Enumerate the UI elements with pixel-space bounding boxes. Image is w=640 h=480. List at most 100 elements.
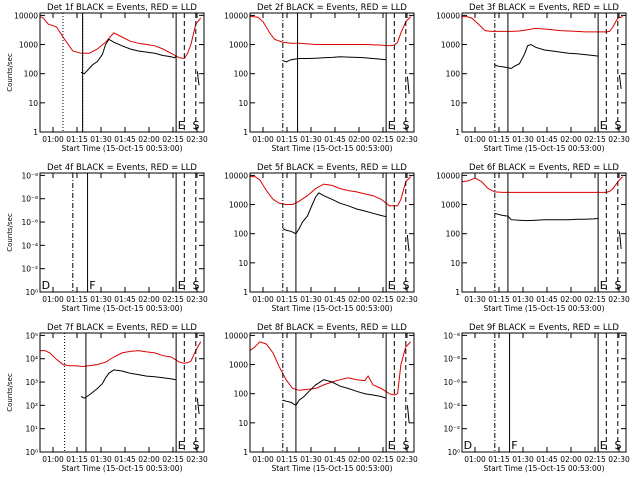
x-axis-label: Start Time (15-Oct-15 00:53:00): [483, 144, 604, 153]
panel-det-2: Det 2f BLACK = Events, RED = LLD E S 1 10 100…: [224, 3, 418, 153]
events-series-line-2: [406, 405, 410, 423]
event-marker-label: E: [178, 119, 185, 132]
x-tick-label: 02:30: [186, 455, 208, 464]
x-tick-label: 01:45: [324, 455, 346, 464]
events-series-line-2: [196, 398, 200, 415]
y-tick-label: 10⁻⁴: [443, 401, 460, 410]
x-tick-label: 01:00: [464, 455, 486, 464]
x-tick-label: 01:00: [252, 135, 274, 144]
x-tick-label: 02:30: [186, 135, 208, 144]
event-marker-label: S: [193, 439, 200, 452]
y-tick-label: 1000: [229, 361, 248, 370]
plot-frame: [461, 332, 627, 453]
events-series-line-1: [282, 192, 387, 235]
event-marker-label: E: [178, 279, 185, 292]
x-tick-label: 02:30: [608, 135, 630, 144]
x-axis-label: Start Time (15-Oct-15 00:53:00): [61, 144, 182, 153]
x-tick-label: 01:30: [300, 295, 322, 304]
x-tick-label: 02:00: [138, 455, 160, 464]
event-marker-label: S: [193, 119, 200, 132]
x-tick-label: 02:30: [608, 295, 630, 304]
y-tick-label: 1: [243, 128, 248, 137]
panel-title: Det 1f BLACK = Events, RED = LLD: [47, 3, 197, 13]
panel-title: Det 9f BLACK = Events, RED = LLD: [469, 323, 619, 333]
event-marker-label: F: [511, 439, 517, 452]
event-marker-label: F: [89, 279, 95, 292]
y-tick-label: 10: [28, 99, 38, 108]
x-tick-label: 01:15: [66, 295, 88, 304]
x-tick-label: 01:45: [536, 455, 558, 464]
event-marker-label: S: [403, 279, 410, 292]
x-tick-label: 01:15: [488, 455, 510, 464]
x-tick-label: 02:30: [396, 135, 418, 144]
events-series-line-2: [196, 71, 200, 86]
y-tick-label: 1: [455, 128, 460, 137]
lld-series-line-0: [250, 16, 412, 47]
y-tick-label: 10000: [436, 171, 460, 180]
y-tick-label: 1: [455, 288, 460, 297]
x-tick-label: 01:30: [464, 295, 486, 304]
x-tick-label: 01:00: [42, 135, 64, 144]
event-marker-label: E: [600, 279, 607, 292]
x-tick-label: 01:45: [324, 135, 346, 144]
plot-frame: [249, 332, 415, 453]
events-series-line-1: [282, 379, 387, 406]
y-axis-label: Counts/sec: [6, 373, 14, 412]
y-tick-label: 10⁻⁸: [21, 171, 38, 180]
x-tick-label: 02:30: [396, 455, 418, 464]
y-tick-label: 10⁰: [25, 288, 38, 297]
event-marker-label: E: [178, 439, 185, 452]
panel-det-8: Det 8f BLACK = Events, RED = LLD E S 1 10 100…: [224, 323, 418, 473]
events-series-line-2: [406, 76, 410, 95]
event-marker-label: D: [42, 279, 50, 292]
event-marker-label: D: [464, 439, 472, 452]
x-tick-label: 01:30: [300, 455, 322, 464]
y-tick-label: 1000: [441, 41, 460, 50]
x-tick-label: 01:30: [512, 135, 534, 144]
x-tick-label: 01:00: [42, 295, 64, 304]
event-marker-label: S: [193, 279, 200, 292]
x-tick-label: 02:00: [560, 295, 582, 304]
panel-title: Det 8f BLACK = Events, RED = LLD: [257, 323, 407, 333]
x-axis-label: Start Time (15-Oct-15 00:53:00): [271, 464, 392, 473]
x-axis-label: Start Time (15-Oct-15 00:53:00): [271, 304, 392, 313]
x-tick-label: 02:15: [584, 295, 606, 304]
x-tick-label: 02:15: [162, 135, 184, 144]
x-tick-label: 01:45: [536, 295, 558, 304]
y-tick-label: 100: [446, 70, 461, 79]
y-tick-label: 10⁻²: [21, 265, 38, 274]
panel-title: Det 5f BLACK = Events, RED = LLD: [257, 163, 407, 173]
panel-title: Det 7f BLACK = Events, RED = LLD: [47, 323, 197, 333]
y-tick-label: 10⁻⁸: [443, 355, 460, 364]
panel-title: Det 2f BLACK = Events, RED = LLD: [257, 3, 407, 13]
x-tick-label: 02:15: [372, 135, 394, 144]
x-tick-label: 01:45: [114, 455, 136, 464]
panel-det-6: Det 6f BLACK = Events, RED = LLD E S 1 10 100…: [436, 163, 630, 313]
y-tick-label: 100: [234, 390, 249, 399]
y-tick-label: 10⁻⁸: [443, 331, 460, 340]
y-tick-label: 10⁵: [25, 331, 38, 340]
event-marker-label: E: [600, 119, 607, 132]
lld-series-line-0: [461, 176, 624, 193]
lld-series-line-0: [249, 341, 412, 396]
plot-frame: [39, 172, 205, 293]
plot-frame: [461, 12, 627, 133]
x-tick-label: 02:00: [560, 135, 582, 144]
y-tick-label: 10000: [224, 331, 248, 340]
y-tick-label: 10³: [25, 378, 38, 387]
panel-det-1: Det 1f BLACK = Events, RED = LLD E S 1 10 100…: [6, 3, 208, 153]
y-tick-label: 100: [24, 70, 39, 79]
x-tick-label: 01:15: [276, 455, 298, 464]
x-tick-label: 02:00: [560, 455, 582, 464]
x-tick-label: 01:30: [512, 455, 534, 464]
panel-det-4: Det 4f BLACK = Events, RED = LLD D F E S 10⁰ 1…: [6, 163, 208, 313]
y-tick-label: 10⁻⁴: [21, 241, 38, 250]
x-tick-label: 01:00: [464, 135, 486, 144]
y-tick-label: 1000: [229, 41, 248, 50]
x-tick-label: 02:00: [348, 135, 370, 144]
x-tick-label: 01:15: [488, 295, 510, 304]
y-tick-label: 1000: [229, 201, 248, 210]
event-marker-label: S: [403, 119, 410, 132]
event-marker-label: S: [403, 439, 410, 452]
